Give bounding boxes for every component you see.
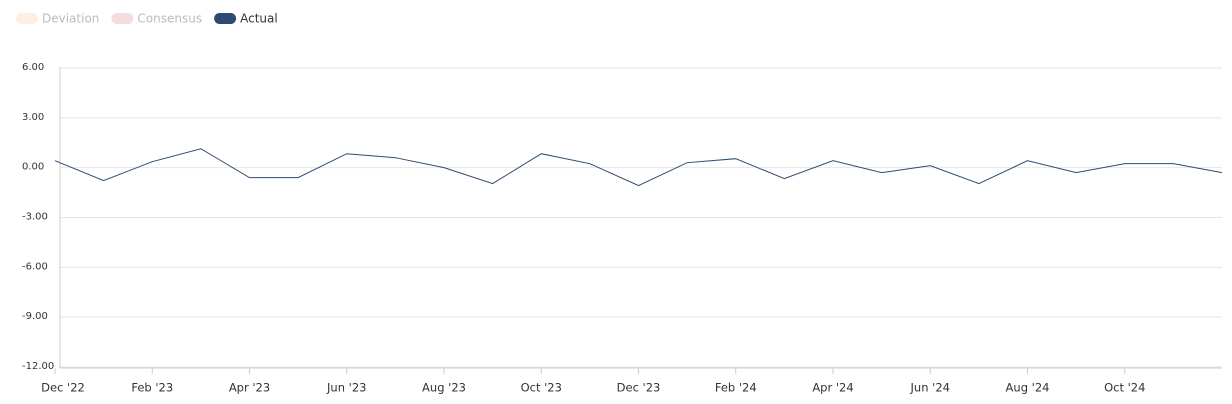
legend-swatch[interactable] bbox=[16, 13, 38, 24]
x-tick-label: Apr '24 bbox=[812, 381, 853, 395]
x-tick-label: Apr '23 bbox=[229, 381, 270, 395]
y-tick-label: 3.00 bbox=[22, 112, 44, 123]
x-tick-label: Feb '23 bbox=[131, 381, 173, 395]
legend-swatch[interactable] bbox=[111, 13, 134, 24]
y-tick-label: -12.00 bbox=[22, 361, 54, 372]
x-tick-label: Jun '23 bbox=[326, 381, 366, 395]
x-tick-label: Dec '23 bbox=[617, 381, 661, 395]
y-tick-label: -3.00 bbox=[22, 212, 48, 223]
y-tick-label: -9.00 bbox=[22, 311, 48, 322]
legend-swatch[interactable] bbox=[214, 13, 237, 24]
legend-label[interactable]: Actual bbox=[240, 12, 278, 26]
x-tick-label: Oct '24 bbox=[1104, 381, 1145, 395]
x-tick-label: Aug '23 bbox=[422, 381, 466, 395]
x-tick-label: Jun '24 bbox=[910, 381, 950, 395]
legend-label[interactable]: Consensus bbox=[137, 12, 202, 26]
data-line bbox=[54, 148, 1223, 187]
x-tick-label: Oct '23 bbox=[521, 381, 562, 395]
x-tick-label: Dec '22 bbox=[41, 381, 85, 395]
y-tick-label: 0.00 bbox=[22, 162, 44, 173]
y-tick-label: -6.00 bbox=[22, 261, 48, 272]
y-tick-label: 6.00 bbox=[22, 62, 44, 73]
x-tick-label: Aug '24 bbox=[1006, 381, 1050, 395]
legend-label[interactable]: Deviation bbox=[42, 12, 99, 26]
x-tick-label: Feb '24 bbox=[715, 381, 757, 395]
